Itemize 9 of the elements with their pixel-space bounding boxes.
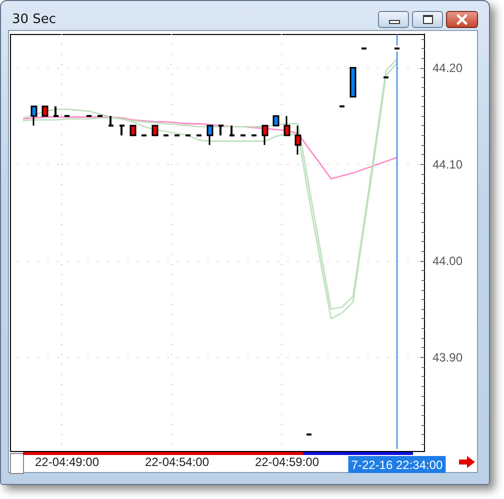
x-tick-label: 22-04:49:00 — [34, 455, 100, 469]
y-tick-label: 44.20 — [432, 60, 463, 75]
y-tick-label: 44.10 — [432, 157, 463, 172]
chart-title: 30 Sec — [12, 12, 56, 27]
x-tick-label: 22-04:54:00 — [144, 455, 210, 469]
x-tick-label: 22-04:59:00 — [254, 455, 320, 469]
y-tick-label: 44.00 — [432, 254, 463, 268]
y-tick-label: 43.90 — [432, 350, 463, 364]
x-tick-label: 7-22-16 22:34:00 — [351, 458, 444, 472]
